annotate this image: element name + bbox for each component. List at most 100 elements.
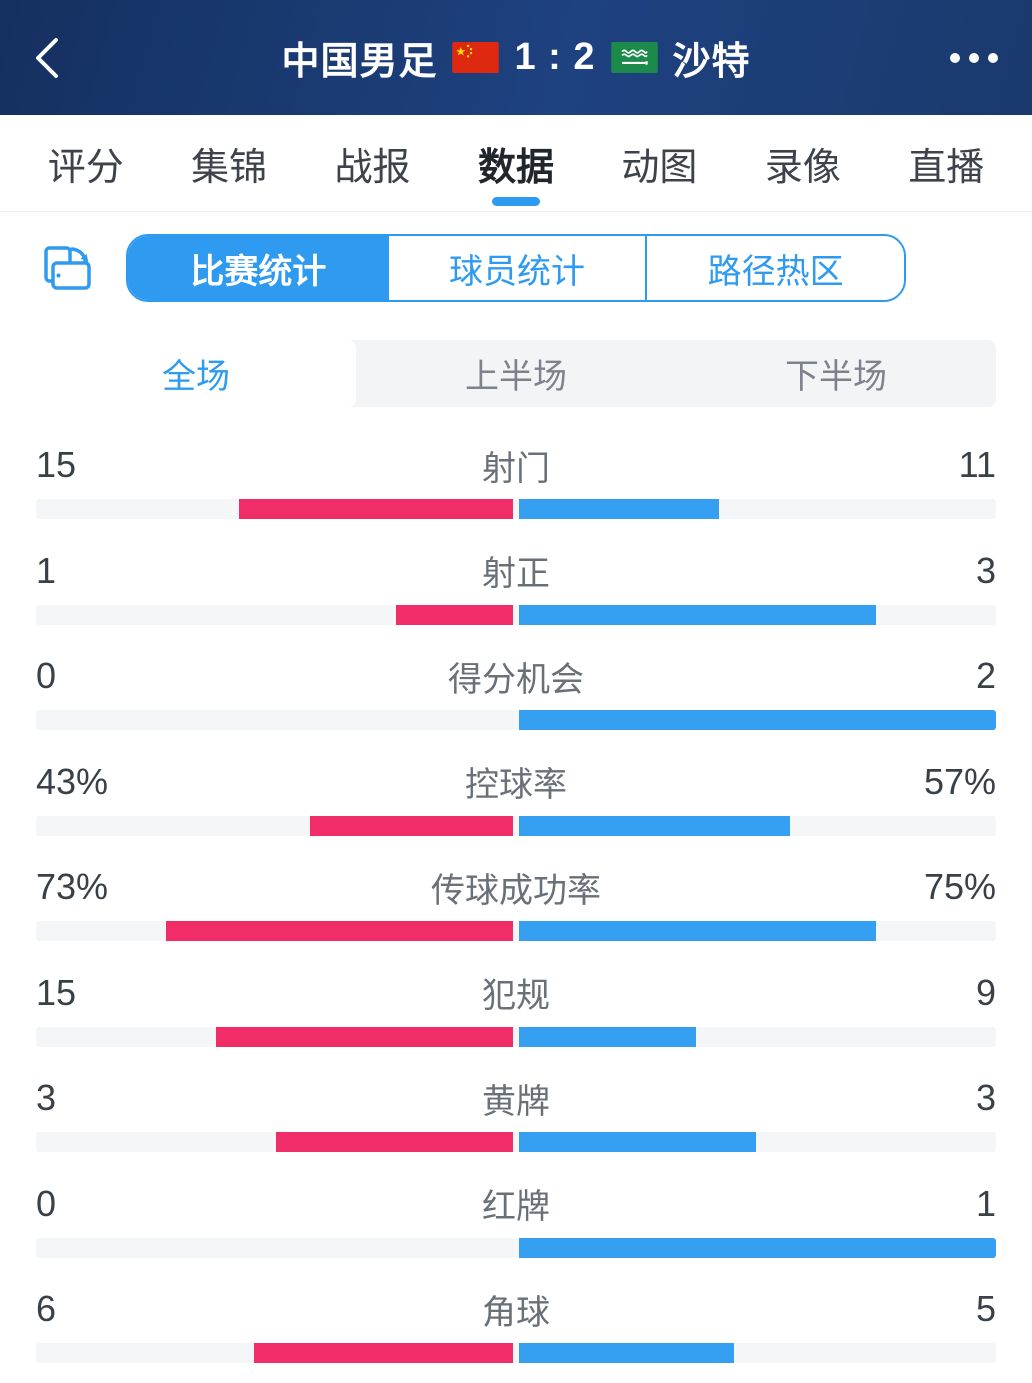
home-bar <box>310 815 513 836</box>
stat-bar-track <box>36 604 996 625</box>
stat-row: 0 得分机会 2 <box>36 648 996 754</box>
away-value: 2 <box>975 655 996 696</box>
stat-bar-track <box>36 1132 996 1152</box>
nav-tab-label: 集锦 <box>191 146 268 189</box>
stat-type-tabs: 比赛统计 球员统计 路径热区 <box>126 234 906 302</box>
home-value: 6 <box>36 1288 57 1329</box>
nav-tab-label: 录像 <box>764 146 841 189</box>
home-value: 73% <box>36 866 109 907</box>
home-bar <box>396 604 513 625</box>
home-bar <box>239 499 513 519</box>
stat-label: 黄牌 <box>482 1082 550 1121</box>
ellipsis-icon <box>950 52 960 63</box>
stat-row: 1 射正 3 <box>36 543 996 649</box>
stat-line: 3 黄牌 3 <box>36 1076 996 1121</box>
stats-list: 15 射门 11 1 射正 3 <box>0 407 1032 1383</box>
away-value: 9 <box>975 971 996 1013</box>
stat-bar-track <box>36 1026 996 1047</box>
nav-tab[interactable]: 直播 <box>875 115 1018 211</box>
home-value: 1 <box>36 549 57 591</box>
navbar: 中国男足 1 : 2 沙特 <box>0 0 1032 115</box>
stat-label: 犯规 <box>482 977 550 1015</box>
period-tab[interactable]: 全场 <box>36 340 356 407</box>
rotate-device-icon <box>44 246 91 290</box>
home-bar <box>276 1132 513 1152</box>
nav-tab-label: 动图 <box>621 146 698 189</box>
stat-row: 43% 控球率 57% <box>36 754 996 860</box>
stat-bar-track <box>36 815 996 836</box>
away-bar <box>519 1343 734 1363</box>
home-bar <box>166 921 513 941</box>
stat-line: 15 犯规 9 <box>36 971 996 1016</box>
back-button[interactable] <box>34 36 60 80</box>
stat-row: 6 角球 5 <box>36 1281 996 1383</box>
away-value: 3 <box>975 549 996 591</box>
home-bar <box>254 1343 513 1363</box>
away-value: 1 <box>975 1182 996 1224</box>
home-value: 3 <box>36 1077 57 1118</box>
stat-type-tab[interactable]: 比赛统计 <box>128 236 387 300</box>
period-tab[interactable]: 下半场 <box>785 358 887 396</box>
away-value: 57% <box>923 760 996 802</box>
period-tabs: 全场 上半场 下半场 <box>36 340 996 407</box>
home-value: 15 <box>36 971 77 1013</box>
stat-type-tab[interactable]: 球员统计 <box>386 236 646 300</box>
stat-row: 15 犯规 9 <box>36 965 996 1071</box>
period-tab[interactable]: 上半场 <box>465 358 567 396</box>
nav-tab[interactable]: 评分 <box>14 115 157 211</box>
nav-tab-label: 直播 <box>908 146 985 189</box>
more-button[interactable] <box>950 43 998 73</box>
active-tab-underline <box>491 197 540 206</box>
away-bar <box>519 1132 756 1152</box>
stat-type-tab[interactable]: 路径热区 <box>645 236 904 300</box>
stat-line: 0 得分机会 2 <box>36 654 996 699</box>
away-value: 5 <box>975 1288 996 1329</box>
stat-bar-track <box>36 710 996 730</box>
stat-line: 15 射门 11 <box>36 443 996 488</box>
china-flag-icon <box>452 42 500 73</box>
chevron-left-icon <box>36 37 58 78</box>
score: 1 : 2 <box>514 36 596 78</box>
away-value: 3 <box>975 1077 996 1118</box>
away-bar <box>519 499 719 519</box>
rotate-screen-button[interactable] <box>38 240 94 296</box>
stat-label: 射门 <box>482 449 550 488</box>
away-value: 75% <box>923 866 996 907</box>
stat-label: 控球率 <box>465 766 567 804</box>
away-bar <box>519 1026 696 1047</box>
nav-tab[interactable]: 战报 <box>301 115 444 211</box>
stat-bar-track <box>36 1343 996 1363</box>
home-value: 0 <box>36 1182 57 1224</box>
nav-tab[interactable]: 动图 <box>588 115 731 211</box>
stat-bar-track <box>36 499 996 519</box>
nav-tab-label: 评分 <box>47 146 124 189</box>
stat-label: 红牌 <box>482 1188 550 1226</box>
away-bar <box>519 921 876 941</box>
away-bar <box>519 1237 996 1258</box>
nav-tab[interactable]: 集锦 <box>157 115 300 211</box>
stat-line: 43% 控球率 57% <box>36 760 996 805</box>
away-bar <box>519 604 876 625</box>
stat-type-row: 比赛统计 球员统计 路径热区 <box>0 212 1032 324</box>
stat-row: 15 射门 11 <box>36 437 996 543</box>
stat-line: 1 射正 3 <box>36 549 996 594</box>
home-value: 43% <box>36 760 109 802</box>
stat-label: 传球成功率 <box>431 871 601 910</box>
nav-tab[interactable]: 数据 <box>444 115 587 211</box>
stat-bar-track <box>36 1237 996 1258</box>
nav-tabs: 评分 集锦 战报 数据 动图 录像 <box>0 115 1032 212</box>
stat-row: 3 黄牌 3 <box>36 1070 996 1176</box>
away-team-name: 沙特 <box>672 41 751 83</box>
stat-bar-track <box>36 921 996 941</box>
stat-label: 得分机会 <box>448 660 584 699</box>
away-bar <box>519 815 790 836</box>
stat-label: 射正 <box>482 555 550 593</box>
stat-line: 6 角球 5 <box>36 1287 996 1332</box>
nav-tab-label: 数据 <box>477 146 554 189</box>
nav-tab[interactable]: 录像 <box>731 115 874 211</box>
saudi-arabia-flag-icon <box>610 42 658 73</box>
home-team-name: 中国男足 <box>281 41 438 83</box>
stat-line: 73% 传球成功率 75% <box>36 865 996 910</box>
home-value: 15 <box>36 444 77 485</box>
